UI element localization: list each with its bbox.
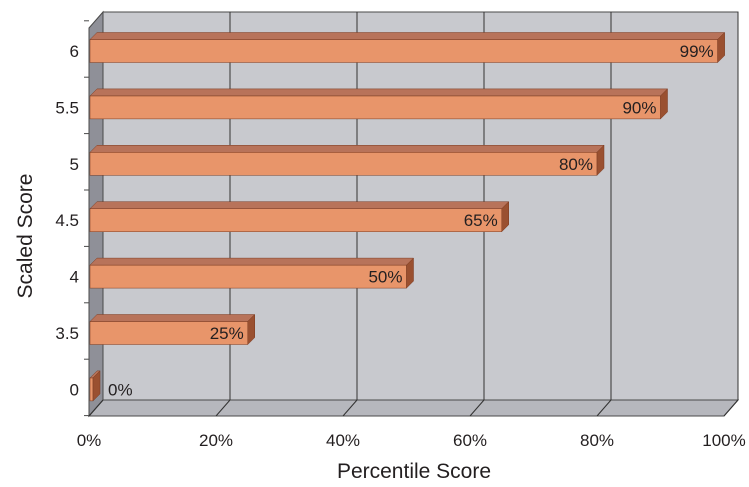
gridline-floor: [723, 399, 739, 417]
y-axis-title: Scaled Score: [14, 174, 37, 299]
y-tick-label: 4: [70, 268, 79, 287]
bar-side: [92, 370, 101, 402]
x-tick-label: 80%: [580, 431, 614, 450]
y-axis-tick-labels: 6 5.5 5 4.5 4 3.5 0: [55, 42, 79, 399]
bar-side: [660, 88, 668, 120]
bar: [89, 39, 718, 63]
gridline-floor: [342, 399, 358, 417]
y-axis-ticks: [84, 20, 89, 417]
y-tick-label: 6: [70, 42, 79, 61]
x-axis-title: Percentile Score: [337, 460, 491, 483]
y-tick-label: 4.5: [55, 211, 79, 230]
bar-side: [247, 313, 255, 346]
bar-top: [89, 257, 415, 266]
gridline-floor: [469, 399, 485, 417]
data-label: 25%: [210, 324, 244, 343]
data-label: 65%: [464, 211, 498, 230]
bars: [89, 31, 726, 402]
y-tick-label: 5: [70, 155, 79, 174]
x-tick-label: 40%: [326, 431, 360, 450]
x-axis-tick-labels: 0% 20% 40% 60% 80% 100%: [77, 431, 746, 450]
x-tick-label: 100%: [702, 431, 745, 450]
bar-side: [501, 201, 509, 233]
data-label: 90%: [622, 98, 656, 117]
data-label: 0%: [108, 380, 133, 399]
data-label: 99%: [680, 42, 714, 61]
data-labels: 99% 90% 80% 65% 50% 25% 0%: [108, 42, 714, 399]
y-tick-label: 5.5: [55, 98, 79, 117]
gridline-floor: [88, 399, 104, 417]
bar: [89, 208, 502, 232]
bar-top: [89, 88, 669, 97]
y-tick-label: 3.5: [55, 324, 79, 343]
bar-top: [89, 314, 256, 322]
gridline-floor: [596, 399, 612, 417]
gridline-floor: [215, 399, 231, 417]
bar-top: [89, 201, 510, 209]
data-label: 50%: [368, 268, 402, 287]
bar: [89, 95, 661, 120]
bar: [89, 152, 598, 176]
bar: [89, 264, 407, 289]
bar-top: [89, 145, 605, 153]
plot-floor: [87, 399, 740, 417]
data-label: 80%: [559, 155, 593, 174]
bar-top: [89, 32, 726, 40]
y-tick-label: 0: [70, 380, 79, 399]
bar: [89, 377, 94, 402]
x-tick-label: 0%: [77, 431, 102, 450]
bar-side: [717, 31, 725, 64]
bar-side: [596, 144, 605, 176]
bar-side: [406, 257, 414, 289]
x-tick-label: 60%: [453, 431, 487, 450]
x-tick-label: 20%: [199, 431, 233, 450]
